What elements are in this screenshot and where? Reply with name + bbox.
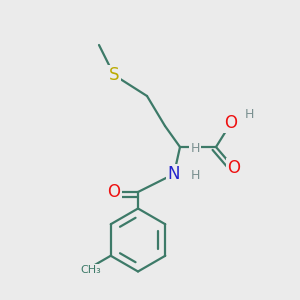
Text: O: O	[107, 183, 121, 201]
Text: H: H	[190, 142, 200, 155]
Text: H: H	[244, 107, 254, 121]
Text: H: H	[190, 169, 200, 182]
Text: CH₃: CH₃	[81, 265, 102, 275]
Text: N: N	[168, 165, 180, 183]
Text: O: O	[227, 159, 241, 177]
Text: O: O	[224, 114, 238, 132]
Text: S: S	[109, 66, 119, 84]
